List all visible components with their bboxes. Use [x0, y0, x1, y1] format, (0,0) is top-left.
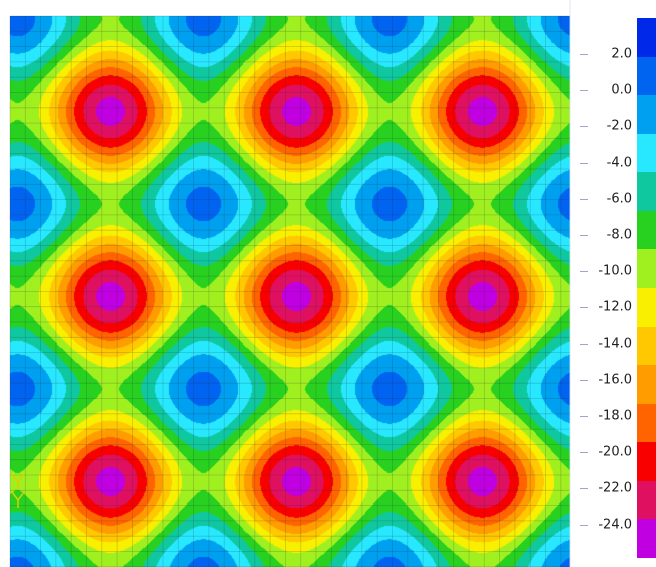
legend-label: 0.0 [611, 82, 632, 98]
legend-tick [580, 54, 588, 55]
legend-swatch [637, 326, 656, 366]
legend-swatch [637, 210, 656, 250]
legend-tick [580, 416, 588, 417]
legend-label: -6.0 [606, 191, 632, 207]
legend-color-bar [637, 18, 656, 559]
legend-tick [580, 162, 588, 164]
legend-swatch [637, 249, 656, 289]
legend-swatch [637, 442, 656, 482]
legend-tick [580, 488, 588, 490]
legend-swatch [637, 172, 656, 212]
legend-swatch [637, 403, 656, 443]
legend-label: -2.0 [606, 118, 632, 134]
legend-tick [580, 198, 588, 200]
legend-swatch [637, 56, 656, 96]
legend-label: -8.0 [606, 227, 632, 243]
legend-label: -12.0 [598, 299, 632, 315]
legend-tick [580, 343, 588, 345]
legend-tick [580, 452, 588, 454]
contour-plot [9, 0, 571, 567]
legend-tick [580, 90, 588, 92]
legend-tick [580, 307, 588, 309]
legend-tick [580, 524, 588, 526]
legend-tick [580, 271, 588, 273]
legend-label: 2.0 [611, 46, 632, 62]
legend-label: -20.0 [598, 444, 632, 460]
legend-swatch [637, 95, 656, 135]
legend-label: -24.0 [598, 517, 632, 533]
legend-label: -10.0 [598, 263, 632, 279]
legend-label: -18.0 [598, 408, 632, 424]
legend-label: -14.0 [598, 336, 632, 352]
legend-swatch [637, 133, 656, 173]
legend-swatch [637, 18, 656, 58]
legend-label: -22.0 [598, 480, 632, 496]
legend-swatch [637, 365, 656, 405]
legend-swatch [637, 519, 656, 559]
legend-tick [580, 235, 588, 236]
legend-tick [580, 379, 588, 381]
legend-swatch [637, 480, 656, 520]
legend-label: -16.0 [598, 372, 632, 388]
color-legend: 2.0 0.0 -2.0 -4.0 -6.0 -8.0 -10.0 -12.0 -14.0 -16… [580, 0, 656, 567]
legend-tick [580, 126, 588, 128]
legend-label: -4.0 [606, 155, 632, 171]
contour-field [10, 16, 570, 567]
legend-swatch [637, 288, 656, 328]
axis-triad-icon [11, 473, 25, 508]
